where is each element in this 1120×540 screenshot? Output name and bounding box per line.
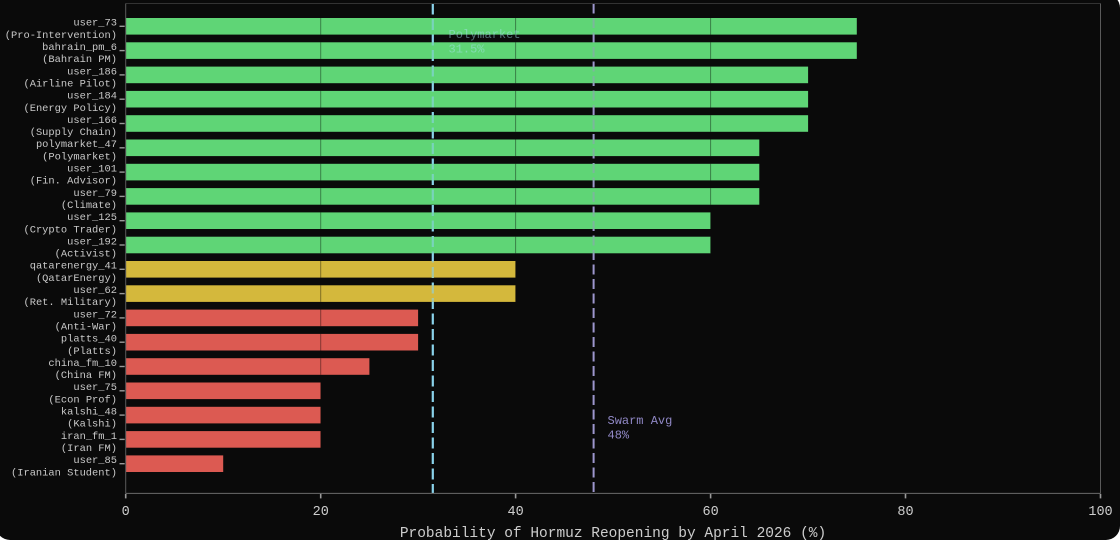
svg-text:Probability of Hormuz Reopenin: Probability of Hormuz Reopening by April… <box>400 526 826 540</box>
svg-text:user_73: user_73 <box>73 18 117 30</box>
svg-text:user_101: user_101 <box>67 164 117 176</box>
svg-text:(Crypto Trader): (Crypto Trader) <box>23 224 117 236</box>
svg-text:user_166: user_166 <box>67 115 117 127</box>
svg-text:20: 20 <box>313 505 329 520</box>
svg-text:(Airline Pilot): (Airline Pilot) <box>23 79 117 91</box>
svg-text:(Bahrain PM): (Bahrain PM) <box>42 54 117 66</box>
svg-text:(Iranian Student): (Iranian Student) <box>11 467 117 479</box>
svg-text:user_184: user_184 <box>67 91 117 103</box>
svg-text:Swarm Avg: Swarm Avg <box>608 414 673 428</box>
svg-text:bahrain_pm_6: bahrain_pm_6 <box>42 42 117 54</box>
svg-text:(Kalshi): (Kalshi) <box>67 419 117 431</box>
svg-text:(QatarEnergy): (QatarEnergy) <box>36 273 117 285</box>
svg-text:(Supply Chain): (Supply Chain) <box>30 127 117 139</box>
svg-text:48%: 48% <box>608 428 630 442</box>
svg-text:user_72: user_72 <box>73 309 117 321</box>
svg-text:(Fin. Advisor): (Fin. Advisor) <box>30 176 117 188</box>
svg-text:user_186: user_186 <box>67 66 117 78</box>
svg-text:(China FM): (China FM) <box>55 370 117 382</box>
svg-text:40: 40 <box>507 505 523 520</box>
svg-text:(Iran FM): (Iran FM) <box>61 443 117 455</box>
svg-text:(Anti-War): (Anti-War) <box>55 322 117 334</box>
svg-text:china_fm_10: china_fm_10 <box>48 358 117 370</box>
svg-text:(Energy Policy): (Energy Policy) <box>23 103 117 115</box>
svg-text:(Econ Prof): (Econ Prof) <box>48 394 117 406</box>
svg-text:31.5%: 31.5% <box>449 43 486 57</box>
svg-text:(Activist): (Activist) <box>55 249 117 261</box>
svg-text:user_192: user_192 <box>67 236 117 248</box>
svg-text:0: 0 <box>122 505 130 520</box>
svg-text:(Platts): (Platts) <box>67 346 117 358</box>
svg-text:kalshi_48: kalshi_48 <box>61 407 117 419</box>
svg-text:60: 60 <box>702 505 718 520</box>
svg-text:qatarenergy_41: qatarenergy_41 <box>30 261 117 273</box>
svg-text:100: 100 <box>1088 505 1112 520</box>
svg-text:user_85: user_85 <box>73 455 117 467</box>
svg-text:polymarket_47: polymarket_47 <box>36 139 117 151</box>
svg-text:iran_fm_1: iran_fm_1 <box>61 431 117 443</box>
svg-text:(Pro-Intervention): (Pro-Intervention) <box>5 30 117 42</box>
svg-text:user_62: user_62 <box>73 285 117 297</box>
svg-text:(Polymarket): (Polymarket) <box>42 151 117 163</box>
svg-text:(Climate): (Climate) <box>61 200 117 212</box>
svg-text:(Ret. Military): (Ret. Military) <box>23 297 117 309</box>
svg-text:user_125: user_125 <box>67 212 117 224</box>
svg-text:platts_40: platts_40 <box>61 334 117 346</box>
svg-text:80: 80 <box>897 505 913 520</box>
svg-text:user_75: user_75 <box>73 382 117 394</box>
svg-text:Polymarket: Polymarket <box>449 28 521 42</box>
svg-text:user_79: user_79 <box>73 188 117 200</box>
